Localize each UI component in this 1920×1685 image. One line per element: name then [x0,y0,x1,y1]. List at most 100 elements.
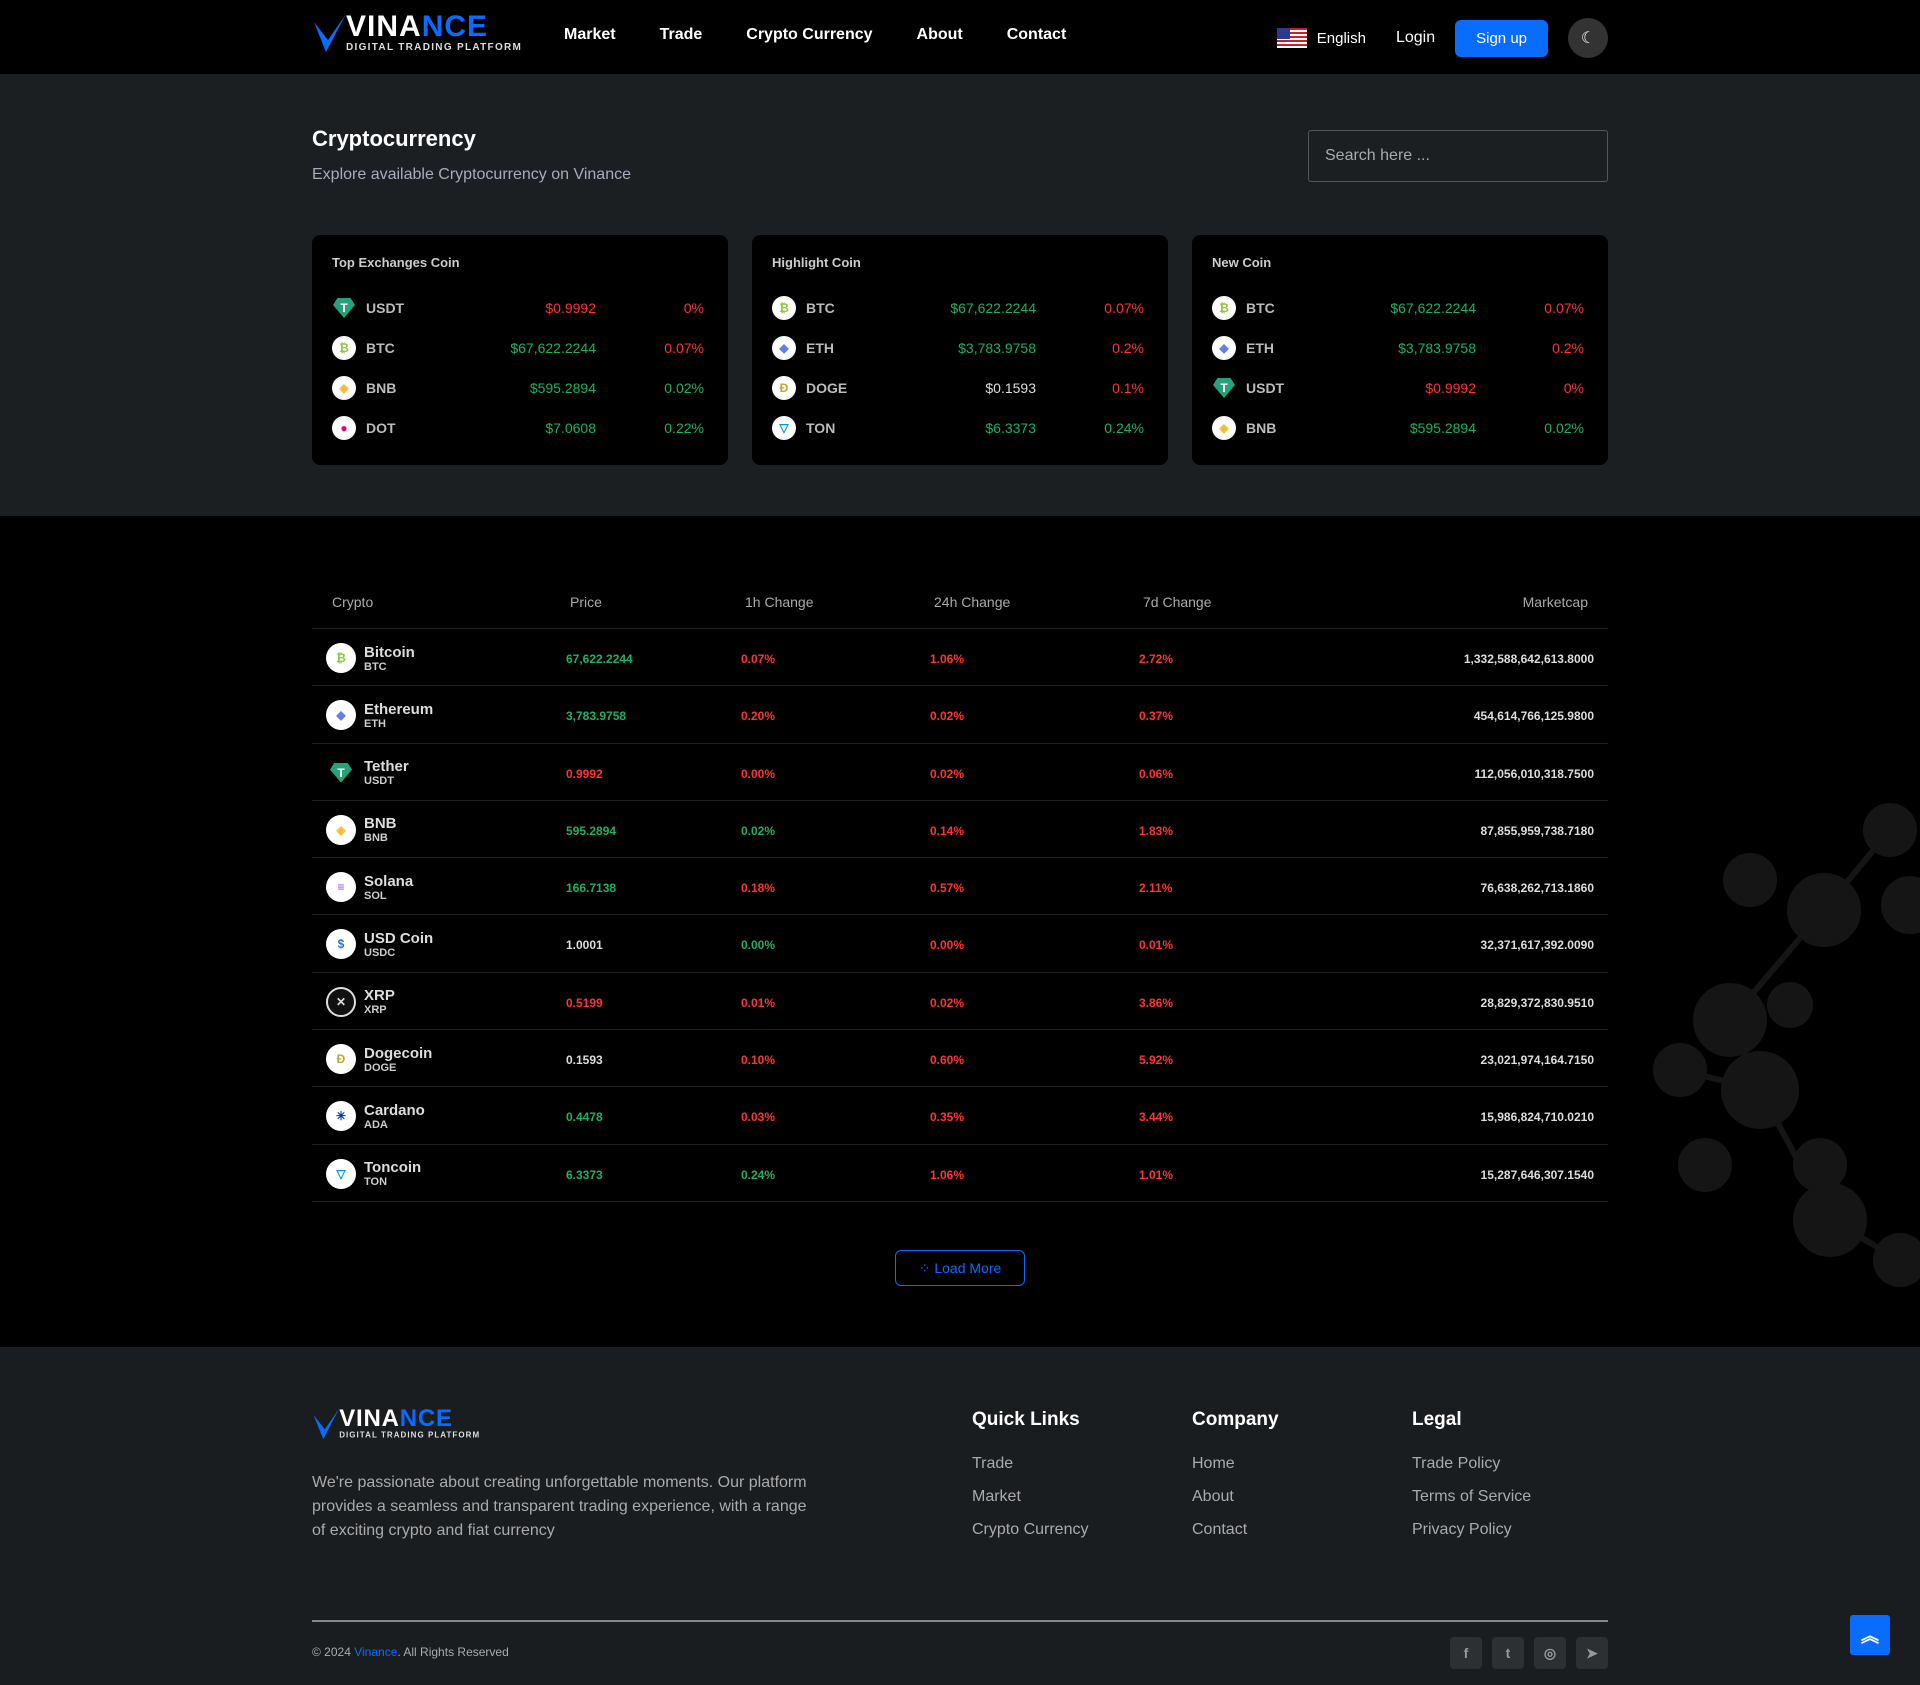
scroll-to-top-button[interactable]: ︽ [1850,1615,1890,1655]
table-row[interactable]: ◆ Ethereum ETH 3,783.9758 0.20% 0.02% 0.37% 454… [312,686,1608,744]
eth-coin-icon: ◆ [1212,336,1236,360]
logo-word-accent: NCE [421,10,489,43]
coin-ticker: ETH [364,717,386,730]
footer-link[interactable]: Privacy Policy [1412,1521,1512,1538]
header-24h-change: 24h Change [934,594,1011,610]
logo[interactable]: VINANCE DIGITAL TRADING PLATFORM [312,12,522,53]
page-subtitle: Explore available Cryptocurrency on Vina… [312,166,631,183]
nav-about[interactable]: About [916,26,963,43]
coin-symbol: BNB [1246,420,1277,436]
coin-change: 0% [683,300,704,316]
card-coin-row[interactable]: ◆ ETH $3,783.9758 0.2% [772,328,1144,368]
coin-name: Tether [364,758,409,776]
ton-coin-icon: ▽ [772,416,796,440]
cell-price: 67,622.2244 [566,652,633,666]
coin-price: $595.2894 [529,380,596,396]
footer: VINANCE DIGITAL TRADING PLATFORM We're p… [0,1347,1920,1685]
login-link[interactable]: Login [1395,29,1436,46]
facebook-icon[interactable]: f [1450,1637,1482,1669]
card-coin-row[interactable]: ◈ BNB $595.2894 0.02% [1212,408,1584,448]
coin-price: $67,622.2244 [950,300,1036,316]
coin-cards: Top Exchanges Coin T USDT $0.9992 0% ₿ BTC $67,… [312,235,1608,465]
table-row[interactable]: ◈ BNB BNB 595.2894 0.02% 0.14% 1.83% 87,855,959… [312,801,1608,859]
hero-section: Cryptocurrency Explore available Cryptoc… [0,74,1920,516]
card-coin-row[interactable]: ₿ BTC $67,622.2244 0.07% [332,328,704,368]
cell-marketcap: 112,056,010,318.7500 [1474,766,1594,781]
telegram-icon[interactable]: ➤ [1576,1637,1608,1669]
logo-word: VINA [346,10,422,43]
header-price: Price [570,594,602,610]
coin-symbol: DOT [366,420,396,436]
table-row[interactable]: ✕ XRP XRP 0.5199 0.01% 0.02% 3.86% 28,829,372,8… [312,973,1608,1031]
coin-symbol: DOGE [806,380,848,396]
footer-link[interactable]: Trade Policy [1412,1455,1501,1472]
card-coin-row[interactable]: Ð DOGE $0.1593 0.1% [772,368,1144,408]
cell-h1: 0.02% [741,823,776,838]
search-input[interactable] [1308,130,1608,182]
coin-change: 0.02% [1544,420,1584,436]
footer-link[interactable]: Trade [972,1455,1014,1472]
bnb-coin-icon: ◈ [1212,416,1236,440]
card-coin-row[interactable]: ▽ TON $6.3373 0.24% [772,408,1144,448]
card-coin-row[interactable]: ₿ BTC $67,622.2244 0.07% [1212,288,1584,328]
table-row[interactable]: Ð Dogecoin DOGE 0.1593 0.10% 0.60% 5.92% 23,021… [312,1030,1608,1088]
card-coin-row[interactable]: T USDT $0.9992 0% [1212,368,1584,408]
coin-name: BNB [364,815,397,833]
coin-change: 0.24% [1104,420,1144,436]
card-coin-row[interactable]: ₿ BTC $67,622.2244 0.07% [772,288,1144,328]
cell-h1: 0.10% [741,1053,776,1068]
cell-h1: 0.01% [741,995,776,1010]
footer-link[interactable]: Crypto Currency [972,1521,1089,1538]
card-coin-row[interactable]: ◆ ETH $3,783.9758 0.2% [1212,328,1584,368]
coin-change: 0.07% [664,340,704,356]
footer-link[interactable]: Terms of Service [1412,1488,1532,1505]
copyright: © 2024 Vinance. All Rights Reserved [312,1645,509,1659]
brand-link[interactable]: Vinance [354,1645,398,1659]
footer-link[interactable]: Market [972,1488,1021,1505]
table-row[interactable]: ✳ Cardano ADA 0.4478 0.03% 0.35% 3.44% 15,986,8… [312,1087,1608,1145]
nav-market[interactable]: Market [564,26,616,43]
logo-word: VINA [339,1405,400,1432]
nav-contact[interactable]: Contact [1006,26,1067,43]
cell-d7: 0.01% [1139,938,1174,953]
usdc-coin-icon: $ [326,929,356,960]
coin-card: Top Exchanges Coin T USDT $0.9992 0% ₿ BTC $67,… [312,235,728,465]
footer-link[interactable]: About [1192,1488,1234,1505]
coin-card: Highlight Coin ₿ BTC $67,622.2244 0.07% ◆ ETH $… [752,235,1168,465]
coin-change: 0.07% [1104,300,1144,316]
footer-link[interactable]: Contact [1192,1521,1248,1538]
sol-coin-icon: ≡ [326,872,356,903]
footer-link[interactable]: Home [1192,1455,1235,1472]
cell-d7: 1.01% [1139,1167,1174,1182]
cell-marketcap: 15,287,646,307.1540 [1480,1167,1594,1182]
nav-crypto-currency[interactable]: Crypto Currency [746,26,873,43]
table-row[interactable]: ₿ Bitcoin BTC 67,622.2244 0.07% 1.06% 2.72% 1,3… [312,629,1608,687]
footer-column-title: Quick Links [972,1409,1080,1430]
table-row[interactable]: ≡ Solana SOL 166.7138 0.18% 0.57% 2.11% 76,638,… [312,858,1608,916]
coin-symbol: BTC [806,300,835,316]
cell-price: 166.7138 [566,881,617,896]
theme-toggle-button[interactable]: ☾ [1568,18,1608,58]
load-more-button[interactable]: ⁘ Load More [895,1250,1025,1286]
card-coin-row[interactable]: ◈ BNB $595.2894 0.02% [332,368,704,408]
table-header: Crypto Price 1h Change 24h Change 7d Cha… [312,580,1608,629]
coin-change: 0% [1563,380,1584,396]
cell-h24: 0.14% [930,823,965,838]
signup-button[interactable]: Sign up [1455,19,1548,57]
card-coin-row[interactable]: T USDT $0.9992 0% [332,288,704,328]
cell-d7: 3.44% [1139,1110,1174,1125]
us-flag-icon [1276,28,1307,48]
table-row[interactable]: $ USD Coin USDC 1.0001 0.00% 0.00% 0.01% 32,371… [312,915,1608,973]
twitter-icon[interactable]: t [1492,1637,1524,1669]
logo-tagline: DIGITAL TRADING PLATFORM [339,1431,481,1440]
table-row[interactable]: ▽ Toncoin TON 6.3373 0.24% 1.06% 1.01% 15,287,6… [312,1145,1608,1202]
language-selector[interactable]: English [1276,28,1366,48]
nav-trade[interactable]: Trade [659,26,703,43]
molecule-decoration-icon [1653,803,1920,1287]
double-chevron-up-icon: ︽ [1861,1626,1879,1646]
instagram-icon[interactable]: ◎ [1534,1637,1566,1669]
footer-logo[interactable]: VINANCE DIGITAL TRADING PLATFORM [312,1407,480,1440]
card-coin-row[interactable]: ● DOT $7.0608 0.22% [332,408,704,448]
xrp-coin-icon: ✕ [326,986,356,1017]
table-row[interactable]: T Tether USDT 0.9992 0.00% 0.02% 0.06% 112,056,… [312,744,1608,801]
